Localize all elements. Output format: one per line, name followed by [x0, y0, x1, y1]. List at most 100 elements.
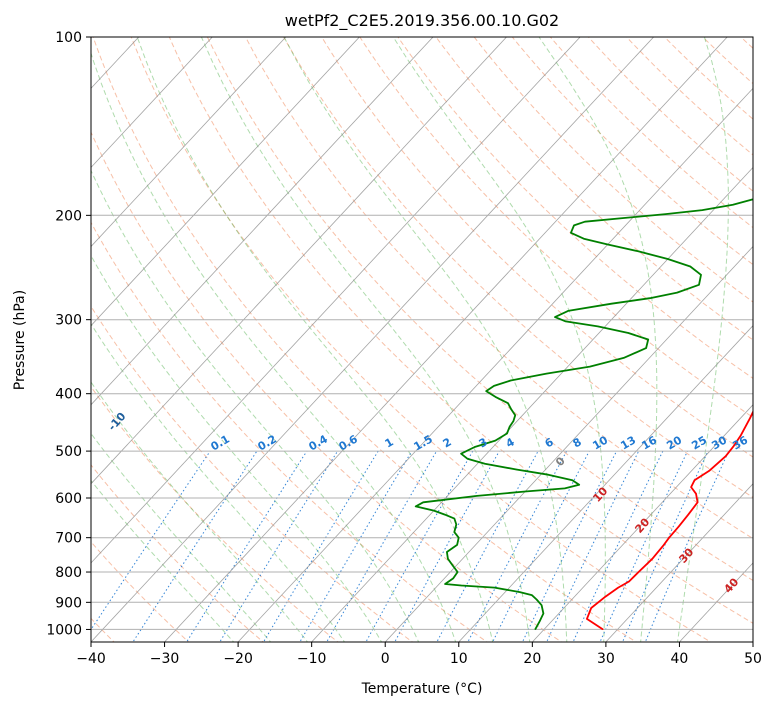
dry-adiabat — [764, 24, 775, 645]
dewpoint-point — [507, 402, 509, 404]
isotherm — [91, 37, 287, 248]
dewpoint-point — [415, 505, 417, 507]
dewpoint-point — [578, 484, 580, 486]
isotherm — [752, 641, 753, 642]
dry-adiabat — [92, 37, 638, 642]
dewpoint-point — [647, 338, 649, 341]
isotherm — [384, 245, 753, 642]
plot-frame — [90, 36, 754, 643]
dewpoint-point — [541, 604, 543, 606]
dewpoint-point — [584, 221, 586, 223]
dewpoint-point — [667, 258, 669, 260]
dewpoint-point — [433, 510, 435, 512]
mixing-ratio-line — [599, 450, 688, 642]
x-axis: −40 −30 −20 −10 0 10 20 30 40 50 — [76, 642, 762, 667]
mixing-ratio-line — [365, 450, 474, 642]
x-tick-label: 10 — [450, 651, 468, 667]
x-tick-label: 30 — [597, 651, 615, 667]
x-tick-label: 20 — [523, 651, 541, 667]
dewpoint-point — [484, 463, 486, 465]
dewpoint-point — [701, 209, 703, 211]
moist-adiabat — [91, 254, 383, 642]
temperature-point — [604, 596, 607, 598]
dry-adiabat — [473, 37, 753, 303]
dewpoint-point — [676, 292, 678, 294]
dewpoint-point — [627, 332, 630, 334]
dewpoint-point — [494, 440, 496, 442]
temperature-point — [733, 445, 735, 447]
dewpoint-point — [610, 303, 613, 305]
temperature-point — [708, 470, 710, 472]
mixing-ratio-label: 0.2 — [256, 432, 279, 453]
dry-adiabat — [702, 37, 753, 85]
dewpoint-point — [547, 474, 549, 476]
mixing-ratio-label: 8 — [571, 435, 584, 450]
temperature-point — [663, 544, 665, 546]
temperature-point — [602, 628, 604, 631]
temperature-point — [695, 493, 697, 495]
mixing-ratio-line — [91, 450, 211, 631]
dewpoint-point — [607, 243, 609, 246]
dewpoint-point — [447, 558, 449, 560]
dewpoint-point — [565, 320, 567, 322]
dewpoint-point — [460, 453, 462, 455]
temperature-point — [651, 558, 653, 560]
moist-adiabat — [91, 479, 235, 642]
dewpoint-point — [645, 347, 647, 349]
dewpoint-point — [460, 584, 462, 587]
dry-adiabat — [321, 37, 753, 458]
temperature-line — [586, 409, 753, 631]
dry-adiabat — [91, 541, 190, 642]
dewpoint-point — [732, 204, 734, 206]
dewpoint-point — [571, 479, 574, 481]
dewpoint-point — [512, 420, 515, 422]
moist-adiabat-label: 10 — [590, 484, 610, 504]
dewpoint-point — [510, 379, 512, 382]
dewpoint-point — [554, 316, 556, 318]
x-tick-label: 50 — [744, 651, 762, 667]
dewpoint-point — [510, 408, 512, 410]
dewpoint-point — [458, 537, 460, 539]
dewpoint-point — [524, 490, 526, 493]
y-tick-label: 800 — [55, 565, 82, 581]
isotherm — [91, 37, 655, 642]
dry-adiabat — [511, 37, 753, 266]
isotherm — [163, 37, 728, 642]
dry-adiabat — [206, 37, 753, 582]
mixing-ratio-label: 0.4 — [307, 432, 331, 453]
temperature-point — [678, 525, 680, 528]
dewpoint-point — [514, 414, 516, 416]
dewpoint-point — [452, 564, 454, 567]
dewpoint-point — [452, 577, 454, 580]
isotherm — [91, 37, 434, 406]
isotherm — [91, 37, 581, 564]
dewpoint-point — [542, 612, 545, 615]
dewpoint-point — [509, 426, 511, 428]
y-axis-label: Pressure (hPa) — [12, 290, 28, 390]
dry-adiabat — [168, 37, 753, 624]
mixing-ratio-label: 36 — [730, 433, 750, 452]
mixing-ratio-line — [186, 450, 308, 642]
dewpoint-point — [519, 591, 521, 593]
dewpoint-point — [589, 366, 591, 368]
isotherm — [605, 483, 753, 642]
y-tick-label: 100 — [55, 30, 82, 46]
temperature-point — [668, 537, 670, 539]
dewpoint-point — [649, 297, 651, 299]
dry-adiabat — [663, 37, 753, 120]
y-tick-label: 300 — [55, 313, 82, 329]
dewpoint-point — [545, 373, 548, 375]
dewpoint-point — [466, 458, 468, 460]
dewpoint-point — [493, 385, 495, 387]
dewpoint-point — [453, 518, 455, 520]
dry-adiabat — [587, 37, 753, 192]
mixing-ratio-line — [644, 450, 730, 642]
dewpoint-point — [446, 551, 448, 553]
moist-adiabat-label: 0 — [553, 454, 568, 469]
temperature-point — [687, 514, 689, 516]
mixing-ratio-label: 4 — [504, 435, 517, 450]
y-tick-label: 400 — [55, 387, 82, 403]
dewpoint-point — [455, 523, 457, 526]
dry-adiabat — [283, 37, 753, 499]
temperature-point — [740, 434, 742, 436]
